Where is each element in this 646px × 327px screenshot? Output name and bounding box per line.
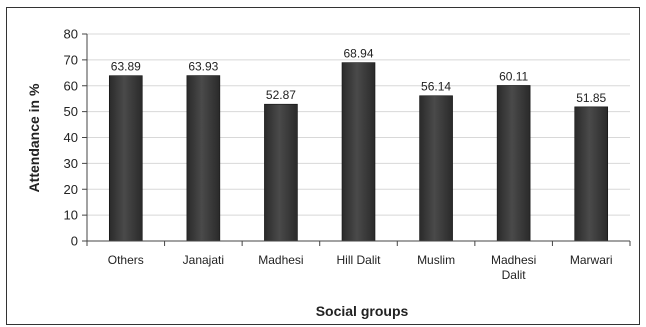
y-tick-label: 40 [64,130,78,145]
x-axis-title: Social groups [316,303,409,319]
x-tick-label: Madhesi [491,253,536,267]
data-label: 52.87 [266,88,296,102]
y-tick-label: 0 [71,234,78,249]
x-tick-label: Dalit [502,268,527,282]
data-label: 56.14 [421,80,451,94]
y-tick-label: 10 [64,208,78,223]
bar [341,62,376,242]
x-axis-ticks: Others Janajati Madhesi Hill Dalit Muslim Mad… [86,241,631,282]
y-tick-label: 70 [64,52,78,67]
data-label: 60.11 [499,69,528,83]
data-label: 68.94 [343,47,373,61]
bar [496,85,531,242]
x-tick-label: Madhesi [258,253,303,267]
y-tick-label: 80 [64,27,78,42]
y-axis-ticks: 0 10 20 30 40 50 60 70 80 [64,27,87,249]
x-tick-label: Muslim [417,253,455,267]
bar [419,95,453,242]
y-axis-title: Attendance in % [26,83,42,192]
data-labels: 63.89 63.93 52.87 68.94 56.14 60.11 51.85 [111,47,607,105]
y-tick-label: 60 [64,78,78,93]
y-tick-label: 20 [64,182,78,197]
data-label: 63.93 [188,60,218,74]
y-tick-label: 50 [64,104,78,119]
bar [108,75,143,242]
data-label: 63.89 [111,60,141,74]
x-tick-label: Marwari [570,253,613,267]
bar [186,75,221,242]
bars [108,62,609,242]
x-tick-label: Janajati [183,253,224,267]
y-tick-label: 30 [64,156,78,171]
x-tick-label: Hill Dalit [336,253,381,267]
bar [264,103,298,242]
x-tick-label: Others [108,253,144,267]
bar [574,106,609,242]
data-label: 51.85 [576,91,606,105]
